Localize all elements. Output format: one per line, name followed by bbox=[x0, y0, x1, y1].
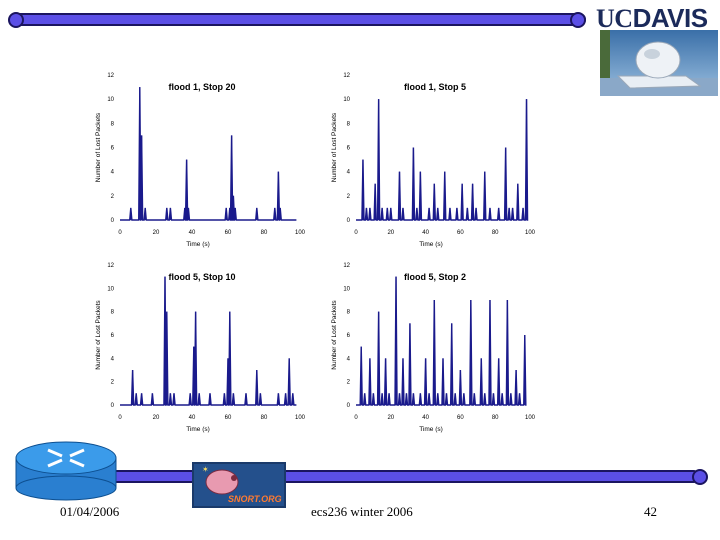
y-tick-label: 10 bbox=[107, 97, 114, 103]
x-tick-label: 80 bbox=[261, 415, 268, 421]
y-tick-label: 12 bbox=[107, 263, 114, 269]
x-tick-label: 0 bbox=[118, 230, 122, 236]
y-axis-label: Number of Lost Packets bbox=[331, 112, 338, 182]
x-tick-label: 40 bbox=[189, 230, 196, 236]
y-axis-label: Number of Lost Packets bbox=[95, 112, 102, 182]
y-tick-label: 4 bbox=[111, 170, 115, 176]
x-axis-label: Time (s) bbox=[186, 426, 210, 433]
x-tick-label: 0 bbox=[354, 415, 358, 421]
chart-title: flood 5, Stop 2 bbox=[404, 272, 466, 282]
y-tick-label: 2 bbox=[111, 194, 115, 200]
x-tick-label: 80 bbox=[492, 415, 499, 421]
y-tick-label: 0 bbox=[111, 218, 115, 224]
series-line bbox=[356, 276, 527, 406]
chart-title: flood 1, Stop 5 bbox=[404, 82, 466, 92]
x-tick-label: 100 bbox=[525, 230, 536, 236]
y-tick-label: 6 bbox=[347, 333, 351, 339]
y-tick-label: 8 bbox=[347, 121, 351, 127]
y-axis-label: Number of Lost Packets bbox=[95, 300, 102, 370]
y-tick-label: 2 bbox=[347, 380, 351, 386]
y-tick-label: 0 bbox=[111, 403, 115, 409]
x-axis-label: Time (s) bbox=[419, 426, 443, 433]
x-tick-label: 20 bbox=[387, 230, 394, 236]
x-tick-label: 80 bbox=[492, 230, 499, 236]
y-tick-label: 4 bbox=[347, 356, 351, 362]
y-tick-label: 10 bbox=[343, 286, 350, 292]
header-bar-knob bbox=[570, 12, 586, 28]
router-icon bbox=[15, 441, 117, 501]
y-tick-label: 8 bbox=[347, 310, 351, 316]
x-tick-label: 40 bbox=[189, 415, 196, 421]
footer-page-number: 42 bbox=[644, 504, 657, 519]
y-tick-label: 12 bbox=[343, 263, 350, 269]
y-tick-label: 8 bbox=[111, 121, 115, 127]
chart-title: flood 5, Stop 10 bbox=[168, 272, 235, 282]
x-tick-label: 100 bbox=[525, 415, 536, 421]
x-tick-label: 100 bbox=[295, 230, 306, 236]
ucdavis-logo: UCDAVIS bbox=[596, 3, 708, 34]
y-tick-label: 2 bbox=[111, 380, 115, 386]
brand-davis: DAVIS bbox=[632, 3, 709, 33]
y-tick-label: 8 bbox=[111, 310, 115, 316]
y-tick-label: 6 bbox=[347, 146, 351, 152]
y-tick-label: 12 bbox=[107, 73, 114, 79]
x-axis-label: Time (s) bbox=[419, 241, 443, 248]
x-tick-label: 20 bbox=[387, 415, 394, 421]
y-axis-label: Number of Lost Packets bbox=[331, 300, 338, 370]
y-tick-label: 4 bbox=[111, 356, 115, 362]
x-tick-label: 60 bbox=[225, 230, 232, 236]
x-tick-label: 100 bbox=[295, 415, 306, 421]
header-bar-left-cap bbox=[8, 12, 24, 28]
x-tick-label: 80 bbox=[261, 230, 268, 236]
x-axis-label: Time (s) bbox=[186, 241, 210, 248]
series-line bbox=[120, 276, 297, 406]
snort-logo: ✶ SNORT.ORG bbox=[192, 462, 286, 508]
x-tick-label: 60 bbox=[457, 230, 464, 236]
y-tick-label: 12 bbox=[343, 73, 350, 79]
y-tick-label: 6 bbox=[111, 146, 115, 152]
chart-title: flood 1, Stop 20 bbox=[168, 82, 235, 92]
x-tick-label: 60 bbox=[457, 415, 464, 421]
y-tick-label: 2 bbox=[347, 194, 351, 200]
footer-course: ecs236 winter 2006 bbox=[311, 504, 413, 519]
series-line bbox=[356, 99, 529, 221]
brand-uc: UC bbox=[596, 4, 633, 33]
y-tick-label: 0 bbox=[347, 403, 351, 409]
y-tick-label: 10 bbox=[343, 97, 350, 103]
y-tick-label: 0 bbox=[347, 218, 351, 224]
x-tick-label: 40 bbox=[422, 415, 429, 421]
campus-photo bbox=[600, 30, 718, 96]
footer-bar-knob bbox=[692, 469, 708, 485]
x-tick-label: 60 bbox=[225, 415, 232, 421]
x-tick-label: 0 bbox=[354, 230, 358, 236]
x-tick-label: 20 bbox=[153, 230, 160, 236]
y-tick-label: 10 bbox=[107, 286, 114, 292]
snort-logo-text: SNORT.ORG bbox=[228, 494, 282, 504]
footer-date: 01/04/2006 bbox=[60, 504, 120, 519]
y-tick-label: 6 bbox=[111, 333, 115, 339]
x-tick-label: 20 bbox=[153, 415, 160, 421]
svg-text:✶: ✶ bbox=[202, 465, 209, 474]
x-tick-label: 0 bbox=[118, 415, 122, 421]
y-tick-label: 4 bbox=[347, 170, 351, 176]
x-tick-label: 40 bbox=[422, 230, 429, 236]
series-line bbox=[120, 87, 297, 221]
